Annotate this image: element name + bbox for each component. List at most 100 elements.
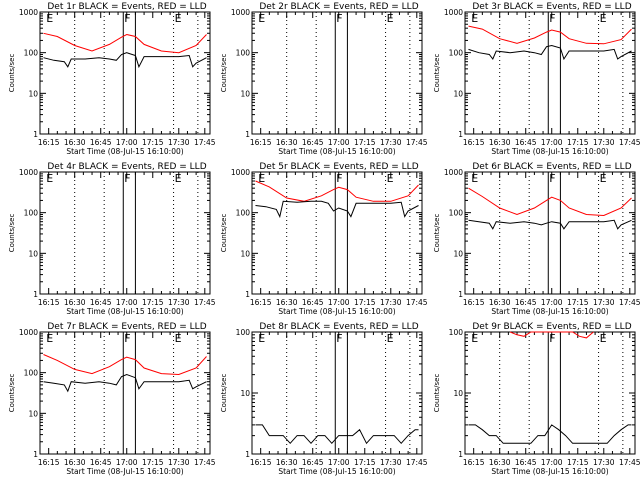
y-axis-title: Counts/sec (433, 54, 441, 93)
y-axis-title: Counts/sec (433, 374, 441, 413)
panel-7: Det 7r BLACK = Events, RED = LLD 1 10 100 10… (8, 322, 216, 476)
y-tick-label: 10 (453, 389, 463, 398)
y-tick-label: 100 (449, 209, 464, 218)
panel-title: Det 4r BLACK = Events, RED = LLD (47, 162, 206, 172)
panel-title: Det 5r BLACK = Events, RED = LLD (259, 162, 418, 172)
panel-2: Det 2r BLACK = Events, RED = LLD 1 10 100 10… (220, 2, 428, 156)
event-marker: F (336, 172, 342, 185)
x-tick-label: 17:30 (168, 138, 190, 147)
y-tick-label: 1 (245, 450, 250, 459)
y-tick-label: 1 (245, 290, 250, 299)
y-tick-label: 1 (458, 290, 463, 299)
panel-title: Det 1r BLACK = Events, RED = LLD (47, 2, 206, 12)
event-marker: E (46, 332, 53, 345)
event-marker: F (549, 12, 555, 25)
series-events (43, 373, 207, 393)
x-axis-title: Start Time (08-Jul-15 16:10:00) (66, 307, 183, 316)
y-tick-label: 1 (33, 450, 38, 459)
y-tick-label: 1000 (19, 168, 38, 177)
event-marker: F (336, 332, 342, 345)
y-tick-label: 10 (240, 389, 250, 398)
series-lld (468, 25, 632, 45)
panel-title: Det 8r BLACK = Events, RED = LLD (259, 322, 418, 332)
x-tick-label: 16:30 (64, 458, 86, 467)
x-tick-label: 17:45 (406, 298, 428, 307)
y-tick-label: 1000 (231, 8, 250, 17)
x-tick-label: 16:30 (276, 458, 298, 467)
y-tick-label: 100 (449, 328, 464, 337)
x-tick-label: 17:30 (380, 138, 402, 147)
x-tick-label: 17:00 (328, 138, 350, 147)
event-marker: E (258, 332, 265, 345)
x-tick-label: 17:00 (541, 458, 563, 467)
x-tick-label: 17:00 (116, 458, 138, 467)
y-tick-label: 1 (245, 130, 250, 139)
x-axis-title: Start Time (08-Jul-15 16:10:00) (278, 147, 395, 156)
plot-frame (464, 11, 636, 135)
x-tick-label: 16:45 (90, 458, 112, 467)
x-tick-label: 17:30 (593, 458, 615, 467)
event-marker: F (124, 332, 130, 345)
plot-frame (39, 11, 211, 135)
x-tick-label: 17:30 (380, 458, 402, 467)
panel-6: Det 6r BLACK = Events, RED = LLD 1 10 100 10… (433, 162, 640, 316)
y-tick-label: 100 (24, 49, 39, 58)
panel-5: Det 5r BLACK = Events, RED = LLD 1 10 100 10… (220, 162, 428, 316)
x-tick-label: 16:15 (250, 298, 272, 307)
x-tick-label: 17:45 (194, 458, 216, 467)
x-tick-label: 16:15 (463, 138, 485, 147)
y-tick-label: 100 (449, 49, 464, 58)
event-marker: E (387, 12, 394, 25)
series-lld (43, 32, 207, 54)
panel-title: Det 6r BLACK = Events, RED = LLD (472, 162, 631, 172)
y-tick-label: 1000 (19, 8, 38, 17)
x-tick-label: 16:30 (64, 138, 86, 147)
x-tick-label: 17:45 (406, 138, 428, 147)
plot-frame (39, 331, 211, 455)
series-events (255, 424, 419, 445)
event-marker: F (124, 12, 130, 25)
y-tick-label: 1000 (231, 168, 250, 177)
event-marker: E (46, 172, 53, 185)
x-tick-label: 16:15 (38, 138, 60, 147)
series-events (468, 219, 632, 230)
y-tick-label: 10 (453, 89, 463, 98)
event-marker: F (124, 172, 130, 185)
event-marker: E (471, 332, 478, 345)
panel-title: Det 3r BLACK = Events, RED = LLD (472, 2, 631, 12)
event-marker: E (600, 172, 607, 185)
x-axis-title: Start Time (08-Jul-15 16:10:00) (66, 147, 183, 156)
x-axis-title: Start Time (08-Jul-15 16:10:00) (491, 307, 608, 316)
y-tick-label: 100 (24, 209, 39, 218)
panel-4: Det 4r BLACK = Events, RED = LLD 1 10 100 10… (8, 162, 216, 316)
y-tick-label: 1 (33, 290, 38, 299)
y-axis-title: Counts/sec (8, 54, 16, 93)
y-axis-title: Counts/sec (433, 214, 441, 253)
x-tick-label: 16:15 (38, 298, 60, 307)
x-tick-label: 17:15 (567, 298, 589, 307)
y-tick-label: 1000 (19, 328, 38, 337)
x-tick-label: 16:30 (489, 138, 511, 147)
x-tick-label: 16:30 (276, 138, 298, 147)
y-tick-label: 10 (28, 89, 38, 98)
y-axis-title: Counts/sec (220, 374, 228, 413)
x-axis-title: Start Time (08-Jul-15 16:10:00) (278, 307, 395, 316)
x-tick-label: 17:30 (168, 298, 190, 307)
x-tick-label: 16:45 (90, 138, 112, 147)
y-tick-label: 1 (33, 130, 38, 139)
y-tick-label: 100 (24, 369, 39, 378)
panel-8: Det 8r BLACK = Events, RED = LLD 1 10 100 16… (220, 322, 428, 476)
x-tick-label: 16:15 (463, 298, 485, 307)
series-events (255, 200, 419, 219)
series-lld (43, 354, 207, 376)
event-marker: E (387, 332, 394, 345)
x-tick-label: 16:45 (515, 138, 537, 147)
series-events (468, 424, 632, 444)
panel-3: Det 3r BLACK = Events, RED = LLD 1 10 100 10… (433, 2, 640, 156)
series-lld (468, 187, 632, 217)
x-tick-label: 17:45 (194, 138, 216, 147)
event-marker: E (46, 12, 53, 25)
x-tick-label: 17:00 (541, 298, 563, 307)
y-tick-label: 10 (240, 249, 250, 258)
x-tick-label: 17:15 (354, 298, 376, 307)
